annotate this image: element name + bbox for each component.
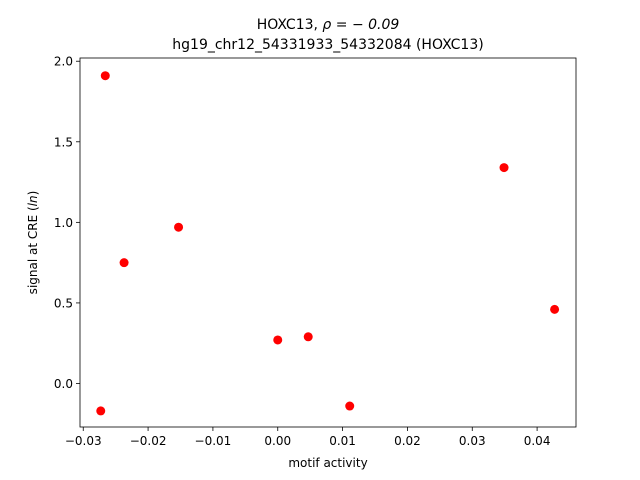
x-tick-label: 0.02 [394,434,421,448]
x-tick-label: 0.04 [524,434,551,448]
data-point [174,222,184,232]
x-tick-label: 0.01 [329,434,356,448]
title-rho: ρ = − 0.09 [322,17,399,33]
data-point [550,304,560,314]
data-point [345,401,355,411]
title-gene: HOXC13, [257,17,323,33]
data-points [96,71,560,416]
y-tick-label: 2.0 [54,55,73,69]
chart-title-line1: HOXC13, ρ = − 0.09 [257,17,400,33]
x-tick-label: −0.02 [130,434,167,448]
data-point [119,258,129,268]
x-tick-label: −0.03 [65,434,102,448]
y-tick-label: 0.0 [54,377,73,391]
axis-ticks: −0.03 −0.02 −0.01 0.00 0.01 0.02 0.03 0.04 0.0 0.… [54,55,551,448]
data-point [96,406,106,416]
x-tick-label: −0.01 [195,434,232,448]
x-tick-label: 0.00 [264,434,291,448]
y-axis-label: signal at CRE (ln) [26,191,40,295]
chart-title-line2: hg19_chr12_54331933_54332084 (HOXC13) [172,37,483,53]
x-axis-label: motif activity [288,456,367,470]
y-tick-label: 0.5 [54,296,73,310]
y-label-prefix: signal at CRE ( [26,206,40,294]
data-point [499,163,509,173]
x-tick-label: 0.03 [459,434,486,448]
data-point [100,71,110,81]
y-label-suffix: ) [26,191,40,196]
data-point [303,332,313,342]
y-label-italic: ln [26,195,40,206]
data-point [273,335,283,345]
y-tick-label: 1.5 [54,135,73,149]
plot-frame [79,57,577,428]
y-tick-label: 1.0 [54,216,73,230]
